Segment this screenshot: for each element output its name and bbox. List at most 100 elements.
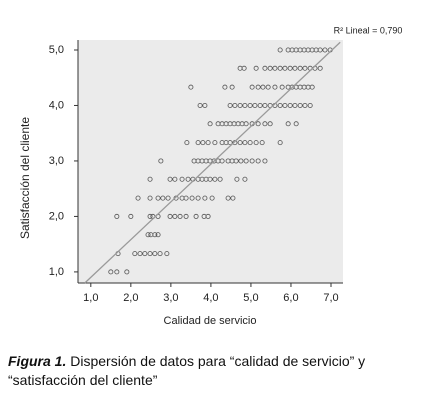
data-point	[247, 140, 253, 146]
data-point	[227, 140, 233, 146]
data-point	[317, 65, 323, 71]
data-point	[137, 251, 143, 257]
caption-text: Dispersión de datos para “calidad de ser…	[8, 353, 366, 388]
data-point	[242, 176, 248, 182]
data-point	[217, 176, 223, 182]
x-axis-label: Calidad de servicio	[164, 315, 257, 327]
data-point	[257, 102, 263, 108]
x-tick-label: 3,0	[163, 292, 178, 304]
data-point	[265, 84, 271, 90]
data-point	[200, 140, 206, 146]
trend-line	[84, 41, 341, 284]
data-point	[292, 102, 298, 108]
x-tick-label: 5,0	[243, 292, 258, 304]
data-point	[277, 65, 283, 71]
data-point	[160, 195, 166, 201]
data-point	[292, 65, 298, 71]
data-point	[185, 176, 191, 182]
data-point	[282, 65, 288, 71]
data-point	[241, 65, 247, 71]
data-point	[255, 121, 261, 127]
x-tick-label: 1,0	[83, 292, 98, 304]
data-point	[237, 140, 243, 146]
data-point	[222, 84, 228, 90]
data-point	[124, 269, 130, 275]
data-point	[205, 213, 211, 219]
data-point	[302, 102, 308, 108]
data-point	[114, 213, 120, 219]
data-point	[207, 176, 213, 182]
data-point	[255, 158, 261, 164]
data-point	[260, 84, 266, 90]
data-point	[262, 121, 268, 127]
data-point	[297, 65, 303, 71]
data-point	[205, 140, 211, 146]
data-point	[317, 47, 323, 53]
data-point	[297, 102, 303, 108]
data-point	[225, 195, 231, 201]
data-point	[277, 47, 283, 53]
data-point	[183, 213, 189, 219]
data-point	[147, 195, 153, 201]
data-point	[147, 213, 153, 219]
data-point	[193, 213, 199, 219]
data-point	[172, 176, 178, 182]
data-point	[253, 65, 259, 71]
data-point	[302, 65, 308, 71]
data-point	[207, 121, 213, 127]
data-point	[135, 195, 141, 201]
data-point	[195, 140, 201, 146]
data-point	[202, 102, 208, 108]
data-point	[272, 84, 278, 90]
data-point	[114, 269, 120, 275]
data-point	[108, 269, 114, 275]
y-axis-label: Satisfacción del cliente	[18, 117, 32, 239]
x-tick-label: 6,0	[283, 292, 298, 304]
data-point	[177, 213, 183, 219]
data-point	[209, 195, 215, 201]
data-point	[179, 176, 185, 182]
data-point	[242, 140, 248, 146]
data-point	[249, 84, 255, 90]
data-point	[287, 65, 293, 71]
data-point	[183, 195, 189, 201]
data-point	[279, 84, 285, 90]
x-tick-label: 4,0	[203, 292, 218, 304]
data-point	[309, 84, 315, 90]
annotation: R² Lineal = 0,790	[334, 25, 403, 35]
y-tick-label: 3,0	[49, 155, 64, 167]
data-point	[147, 176, 153, 182]
data-point	[307, 102, 313, 108]
data-point	[158, 158, 164, 164]
data-point	[157, 251, 163, 257]
data-point	[227, 102, 233, 108]
data-point	[233, 158, 239, 164]
data-point	[152, 232, 158, 238]
data-point	[262, 102, 268, 108]
data-point	[287, 102, 293, 108]
y-tick-label: 1,0	[49, 266, 64, 278]
chart: R² Lineal = 0,790 Calidad de servicio Sa…	[18, 25, 403, 327]
data-point	[172, 213, 178, 219]
data-point	[155, 195, 161, 201]
data-point	[322, 47, 328, 53]
data-point	[285, 121, 291, 127]
data-point	[253, 140, 259, 146]
data-point	[267, 121, 273, 127]
data-point	[237, 102, 243, 108]
caption: Figura 1. Dispersión de datos para “cali…	[8, 352, 426, 390]
data-point	[277, 102, 283, 108]
y-tick-label: 4,0	[49, 99, 64, 111]
data-point	[165, 195, 171, 201]
data-point	[167, 213, 173, 219]
y-tick-label: 5,0	[49, 44, 64, 56]
data-point	[219, 158, 225, 164]
data-point	[249, 158, 255, 164]
data-point	[255, 84, 261, 90]
data-point	[262, 158, 268, 164]
data-point	[238, 158, 244, 164]
data-point	[212, 176, 218, 182]
data-point	[262, 65, 268, 71]
data-point	[197, 102, 203, 108]
data-point	[229, 84, 235, 90]
